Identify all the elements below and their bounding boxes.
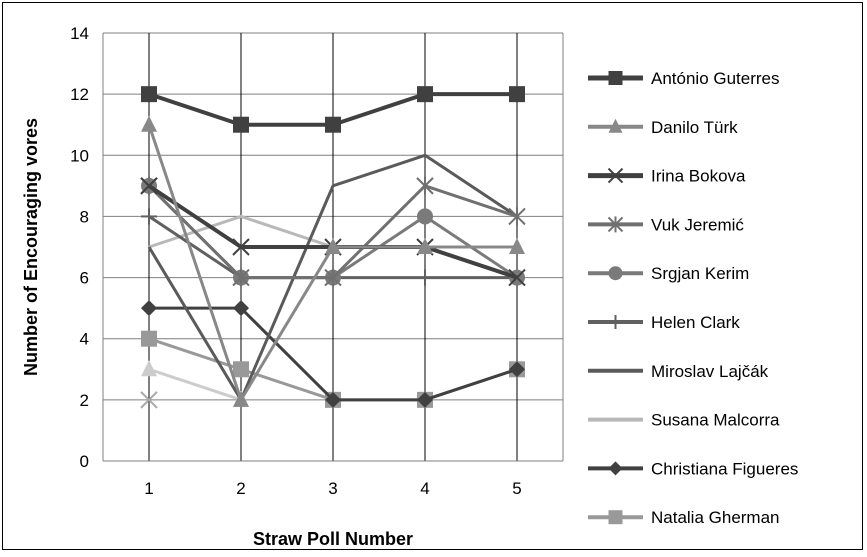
- data-point-square: [417, 86, 433, 103]
- y-tick-label: 4: [80, 330, 89, 349]
- legend-label: Helen Clark: [651, 313, 740, 332]
- data-point-plus: [141, 208, 157, 225]
- y-tick-label: 12: [70, 85, 89, 104]
- legend-item: Miroslav Lajčák: [588, 362, 769, 381]
- data-point-square: [141, 330, 157, 347]
- legend-label: António Guterres: [651, 69, 780, 88]
- data-point-circle: [417, 208, 433, 225]
- data-point-triangle: [233, 390, 249, 407]
- chart-frame: 0 2 4 6 8 10 12 14 1 2 3 4 5 Straw Poll Number Number …: [2, 2, 863, 550]
- x-tick-label: 4: [420, 479, 429, 498]
- data-point-triangle: [325, 238, 341, 254]
- series-layer: [140, 86, 526, 409]
- legend-item: Srgjan Kerim: [588, 264, 749, 283]
- y-tick-label: 2: [80, 391, 89, 410]
- y-axis-title: Number of Encouraging vores: [21, 118, 41, 376]
- data-point-square: [608, 71, 623, 85]
- legend-label: Danilo Türk: [651, 118, 738, 137]
- y-tick-label: 14: [70, 24, 89, 43]
- data-point-plus: [417, 269, 433, 286]
- series: [141, 86, 525, 133]
- legend-label: Christiana Figueres: [651, 459, 798, 478]
- legend: António Guterres Danilo Türk Irina Bokova V…: [588, 69, 798, 527]
- legend-label: Vuk Jeremić: [651, 215, 744, 234]
- x-tick-label: 3: [328, 479, 337, 498]
- marker-stroke: [140, 177, 158, 195]
- x-tick-label: 2: [236, 479, 245, 498]
- data-point-star: [607, 216, 624, 233]
- data-point-star: [232, 268, 250, 287]
- legend-item: Danilo Türk: [588, 118, 738, 137]
- data-point-star: [416, 176, 434, 195]
- data-point-square: [325, 116, 341, 133]
- marker-stroke: [140, 391, 158, 409]
- data-point-diamond: [141, 300, 157, 317]
- legend-label: Natalia Gherman: [651, 508, 780, 527]
- data-point-diamond: [509, 361, 525, 378]
- data-point-triangle: [417, 238, 433, 254]
- legend-item: António Guterres: [588, 69, 780, 88]
- x-tick-label: 1: [144, 479, 153, 498]
- marker-stroke: [607, 167, 624, 184]
- legend-item: Christiana Figueres: [588, 459, 798, 478]
- data-point-plus: [608, 315, 623, 329]
- data-point-star: [324, 268, 342, 287]
- legend-label: Srgjan Kerim: [651, 264, 749, 283]
- data-point-x: [140, 177, 158, 195]
- data-point-triangle: [141, 360, 157, 377]
- data-point-x: [508, 268, 526, 287]
- legend-item: Natalia Gherman: [588, 508, 780, 527]
- y-tick-label: 8: [80, 207, 89, 226]
- series: [141, 115, 525, 407]
- series: [147, 153, 518, 402]
- legend-label: Miroslav Lajčák: [651, 362, 769, 381]
- legend-item: Irina Bokova: [588, 167, 746, 186]
- legend-item: Vuk Jeremić: [588, 215, 744, 234]
- data-point-triangle: [141, 115, 157, 132]
- data-point-diamond: [233, 300, 249, 317]
- data-point-x: [232, 238, 250, 256]
- data-point-triangle: [608, 118, 623, 133]
- marker-stroke: [508, 268, 526, 287]
- series-line: [148, 367, 242, 402]
- data-point-diamond: [417, 391, 433, 408]
- data-point-circle: [608, 266, 623, 281]
- data-point-star: [508, 207, 526, 226]
- series: [140, 391, 158, 409]
- data-point-square: [233, 361, 249, 378]
- data-point-square: [608, 510, 623, 525]
- data-point-x: [607, 167, 624, 184]
- legend-item: Susana Malcorra: [588, 411, 780, 430]
- x-tick-label: 5: [512, 479, 521, 498]
- data-point-x: [140, 391, 158, 409]
- legend-label: Susana Malcorra: [651, 411, 780, 430]
- data-point-square: [141, 86, 157, 103]
- legend-item: Helen Clark: [588, 313, 740, 332]
- series-line: [147, 153, 518, 402]
- data-point-diamond: [325, 391, 341, 408]
- data-point-square: [233, 116, 249, 133]
- legend-label: Irina Bokova: [651, 167, 746, 186]
- data-point-square: [509, 86, 525, 103]
- y-tick-label: 0: [80, 452, 89, 471]
- y-tick-label: 10: [70, 146, 89, 165]
- marker-stroke: [232, 238, 250, 256]
- x-axis-title: Straw Poll Number: [253, 529, 413, 549]
- data-point-diamond: [608, 461, 623, 476]
- data-point-triangle: [509, 238, 525, 254]
- y-tick-label: 6: [80, 269, 89, 288]
